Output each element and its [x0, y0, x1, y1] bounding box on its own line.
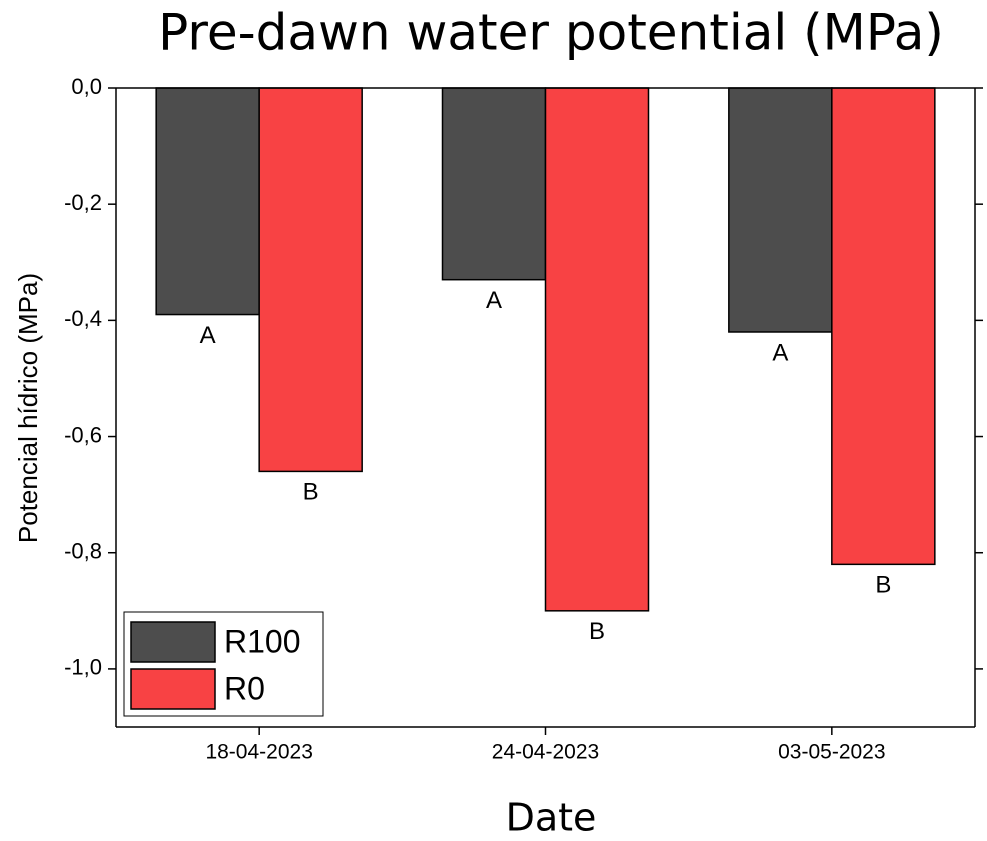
- x-tick-label: 18-04-2023: [205, 741, 312, 764]
- x-tick-label: 03-05-2023: [778, 741, 885, 764]
- bar: [544, 87, 650, 612]
- bar: [831, 87, 936, 566]
- bar-letter: A: [486, 287, 502, 314]
- x-axis-label: Date: [506, 796, 597, 840]
- bar: [728, 87, 833, 333]
- y-tick-label: 0,0: [71, 74, 102, 99]
- bar-letter: B: [589, 618, 605, 645]
- legend-label: R0: [224, 670, 265, 706]
- y-tick-label: -0,8: [64, 539, 102, 564]
- bar: [441, 87, 547, 281]
- bar-letter: B: [303, 479, 319, 506]
- legend-swatch: [130, 668, 216, 710]
- legend-label: R100: [224, 623, 301, 659]
- y-tick-label: -0,6: [64, 422, 102, 447]
- chart-title: Pre-dawn water potential (MPa): [158, 4, 944, 62]
- bar-letter: A: [772, 339, 788, 366]
- y-tick-label: -0,4: [64, 306, 102, 331]
- bar-letter: B: [875, 572, 891, 599]
- bar: [155, 87, 260, 316]
- x-tick-label: 24-04-2023: [492, 741, 599, 764]
- legend-swatch: [130, 621, 216, 663]
- y-axis-label: Potencial hídrico (MPa): [13, 273, 43, 543]
- bar: [258, 87, 363, 473]
- bar-letter: A: [200, 322, 216, 349]
- y-tick-label: -1,0: [64, 655, 102, 680]
- y-tick-label: -0,2: [64, 190, 102, 215]
